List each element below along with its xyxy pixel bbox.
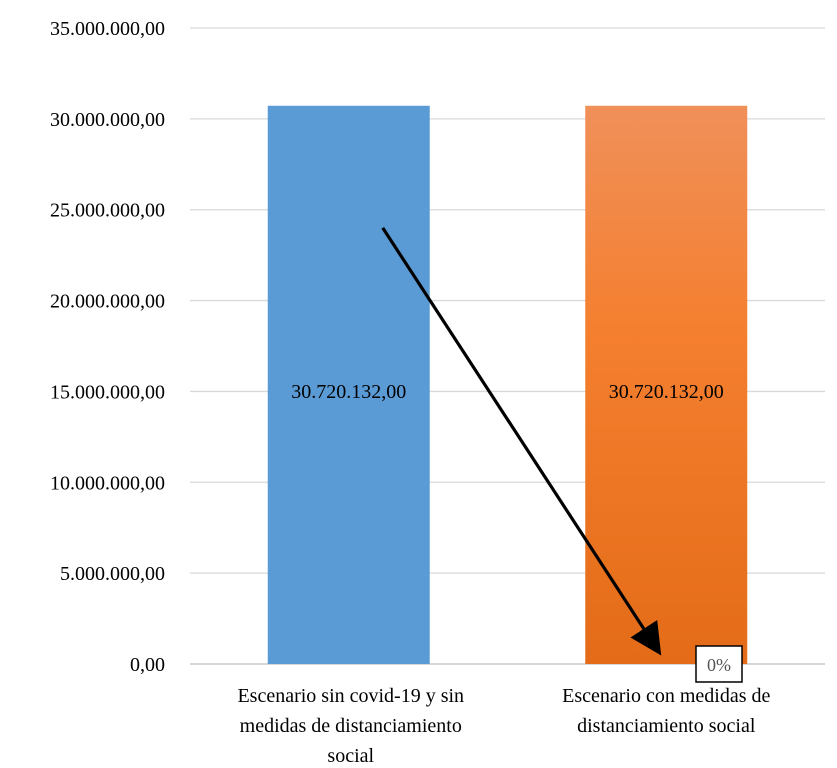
y-tick-label: 15.000.000,00	[50, 381, 165, 403]
bar-0	[267, 105, 430, 665]
y-tick-label: 5.000.000,00	[60, 563, 165, 585]
y-tick-label: 20.000.000,00	[50, 291, 165, 313]
y-tick-label: 35.000.000,00	[50, 18, 165, 40]
x-category-label: distanciamiento social	[577, 715, 756, 737]
bars: 30.720.132,00 30.720.132,00	[267, 105, 748, 665]
bar-data-label: 30.720.132,00	[609, 381, 724, 403]
trend-arrow	[381, 227, 662, 656]
y-tick-label: 0,00	[130, 654, 165, 676]
y-tick-label: 30.000.000,00	[50, 109, 165, 131]
change-label-box	[695, 645, 743, 683]
change-label: 0%	[707, 655, 731, 675]
x-axis: Escenario sin covid-19 y sin medidas de d…	[237, 685, 770, 767]
y-tick-label: 10.000.000,00	[50, 472, 165, 494]
trend-annotation: 0%	[381, 227, 743, 683]
y-tick-label: 25.000.000,00	[50, 200, 165, 222]
bar-1	[585, 105, 748, 665]
x-category-label: Escenario con medidas de	[562, 685, 770, 707]
y-axis: 0,00 5.000.000,00 10.000.000,00 15.000.000,…	[50, 18, 165, 676]
x-category-label: social	[327, 745, 374, 767]
x-category-label: medidas de distanciamiento	[240, 715, 462, 737]
x-category-label: Escenario sin covid-19 y sin	[237, 685, 464, 707]
bar-data-label: 30.720.132,00	[291, 381, 406, 403]
